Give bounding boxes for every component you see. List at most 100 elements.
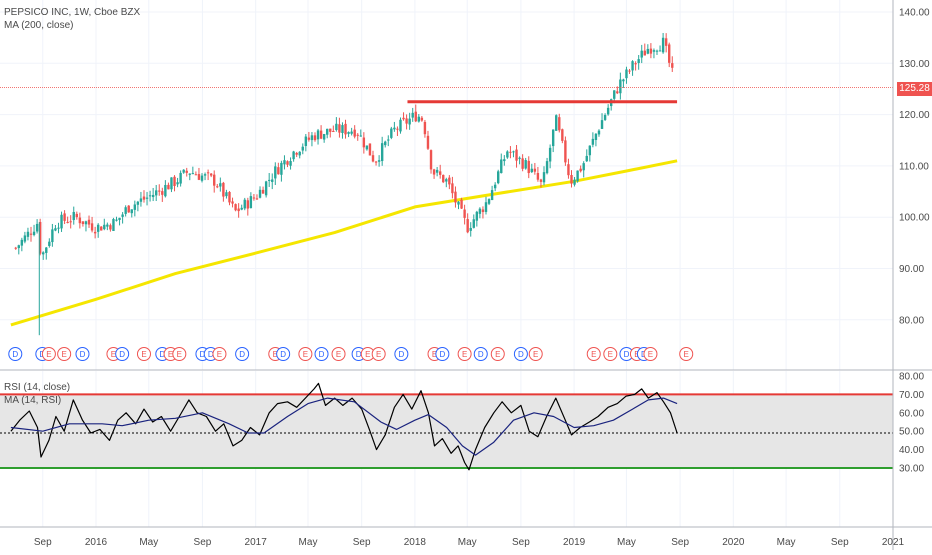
candle[interactable] — [326, 128, 329, 139]
candle[interactable] — [478, 207, 482, 219]
candle[interactable] — [353, 125, 356, 139]
candle[interactable] — [548, 144, 552, 169]
candle[interactable] — [219, 177, 222, 192]
candle[interactable] — [124, 205, 127, 217]
candle[interactable] — [664, 33, 668, 53]
candle[interactable] — [191, 166, 195, 175]
candle[interactable] — [234, 203, 237, 212]
candle[interactable] — [109, 223, 112, 232]
candle[interactable] — [69, 215, 72, 229]
dividend-marker[interactable]: D — [8, 347, 23, 361]
candle[interactable] — [271, 173, 274, 190]
earnings-marker[interactable]: E — [57, 347, 72, 361]
candle[interactable] — [365, 145, 369, 151]
candle[interactable] — [329, 128, 332, 138]
candle[interactable] — [350, 127, 353, 136]
candle[interactable] — [194, 171, 198, 176]
candle[interactable] — [640, 44, 643, 64]
candle[interactable] — [332, 125, 335, 133]
earnings-marker[interactable]: E — [528, 347, 543, 361]
candle[interactable] — [600, 113, 604, 129]
candle[interactable] — [45, 246, 48, 260]
candle[interactable] — [139, 191, 143, 207]
rsi-indicator-label[interactable]: RSI (14, close) — [4, 382, 71, 393]
candle[interactable] — [292, 150, 295, 162]
candle[interactable] — [295, 151, 298, 158]
dividend-marker[interactable]: D — [115, 347, 130, 361]
candle[interactable] — [203, 172, 207, 181]
candle[interactable] — [42, 251, 45, 260]
candle[interactable] — [90, 216, 94, 233]
candle[interactable] — [454, 186, 457, 208]
candle[interactable] — [393, 121, 396, 132]
candle[interactable] — [530, 163, 533, 174]
candle[interactable] — [240, 204, 243, 211]
candle[interactable] — [493, 182, 497, 192]
candle[interactable] — [405, 114, 408, 130]
candle[interactable] — [460, 197, 463, 210]
candle[interactable] — [112, 217, 115, 232]
candle[interactable] — [26, 227, 30, 241]
candle[interactable] — [524, 157, 527, 170]
candle[interactable] — [356, 133, 359, 141]
candle[interactable] — [78, 212, 82, 229]
candle[interactable] — [435, 167, 439, 177]
candle[interactable] — [127, 205, 130, 213]
dividend-marker[interactable]: D — [473, 347, 488, 361]
candle[interactable] — [185, 167, 188, 177]
candle[interactable] — [258, 186, 262, 199]
candle[interactable] — [652, 48, 656, 59]
candle[interactable] — [170, 177, 173, 193]
candle[interactable] — [93, 226, 97, 239]
candle[interactable] — [384, 140, 387, 148]
candle[interactable] — [484, 196, 488, 215]
candle[interactable] — [310, 132, 314, 147]
earnings-marker[interactable]: E — [586, 347, 601, 361]
earnings-marker[interactable]: E — [331, 347, 346, 361]
dividend-marker[interactable]: D — [513, 347, 528, 361]
candle[interactable] — [249, 192, 253, 209]
candle[interactable] — [335, 117, 338, 132]
candle[interactable] — [500, 153, 503, 174]
event-markers[interactable]: DDEEDEDEDEEDDEDEDEDEDEEDEDEDEDEEEDEDEE — [8, 347, 694, 361]
symbol-title[interactable]: PEPSICO INC, 1W, Cboe BZX — [4, 7, 141, 18]
candle[interactable] — [176, 177, 179, 188]
candle[interactable] — [521, 154, 524, 172]
candle[interactable] — [408, 112, 411, 130]
candle[interactable] — [188, 173, 191, 181]
candle[interactable] — [475, 210, 479, 227]
candle[interactable] — [445, 177, 448, 188]
candle[interactable] — [390, 126, 393, 140]
candle[interactable] — [243, 197, 246, 211]
dividend-marker[interactable]: D — [314, 347, 329, 361]
candle[interactable] — [29, 226, 33, 242]
candle[interactable] — [322, 133, 326, 143]
candle[interactable] — [634, 61, 637, 71]
candle[interactable] — [411, 107, 414, 122]
candle[interactable] — [246, 197, 250, 216]
candle[interactable] — [155, 184, 158, 202]
candle[interactable] — [307, 131, 311, 142]
candle[interactable] — [579, 165, 582, 173]
candle[interactable] — [374, 160, 378, 166]
candle[interactable] — [57, 222, 60, 234]
candle[interactable] — [438, 164, 442, 179]
candle[interactable] — [558, 113, 561, 133]
candle[interactable] — [319, 125, 323, 140]
earnings-marker[interactable]: E — [298, 347, 313, 361]
candle[interactable] — [103, 218, 106, 231]
candle[interactable] — [606, 104, 610, 116]
candle[interactable] — [20, 237, 24, 252]
earnings-marker[interactable]: E — [643, 347, 658, 361]
candle[interactable] — [66, 216, 69, 224]
earnings-marker[interactable]: E — [603, 347, 618, 361]
candle[interactable] — [283, 155, 286, 170]
candle[interactable] — [216, 183, 219, 189]
candle[interactable] — [84, 220, 88, 232]
candle[interactable] — [490, 185, 494, 201]
candle[interactable] — [631, 60, 634, 76]
candle[interactable] — [585, 149, 588, 163]
candle[interactable] — [225, 189, 228, 199]
candle[interactable] — [619, 72, 622, 100]
candle[interactable] — [133, 200, 137, 217]
